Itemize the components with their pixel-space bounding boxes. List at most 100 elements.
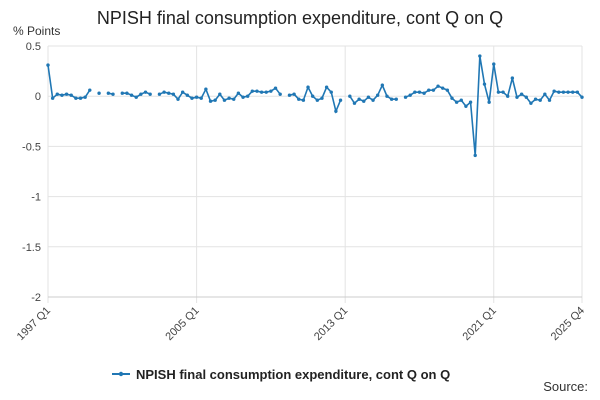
data-point bbox=[213, 98, 217, 102]
data-point bbox=[185, 93, 190, 97]
data-point bbox=[232, 97, 236, 101]
x-axis: 1997 Q1 2005 Q1 2013 Q1 2021 Q1 2025 Q4 bbox=[15, 296, 587, 343]
data-point bbox=[431, 88, 436, 92]
data-point bbox=[394, 97, 398, 101]
data-point bbox=[148, 92, 152, 96]
data-point bbox=[348, 94, 352, 98]
chart-title: NPISH final consumption expenditure, con… bbox=[96, 8, 504, 28]
data-point bbox=[501, 90, 505, 94]
data-point bbox=[478, 54, 482, 58]
data-point bbox=[190, 96, 194, 100]
x-tick-label: 2005 Q1 bbox=[163, 305, 201, 343]
data-point bbox=[167, 91, 171, 95]
data-point bbox=[60, 93, 64, 97]
legend-entry[interactable]: NPISH final consumption expenditure, con… bbox=[136, 367, 450, 382]
data-point bbox=[204, 87, 208, 91]
x-tick-label: 2013 Q1 bbox=[312, 305, 350, 343]
data-point bbox=[338, 98, 343, 102]
data-point bbox=[301, 98, 306, 102]
x-tick-label: 2025 Q4 bbox=[549, 305, 587, 343]
data-point bbox=[180, 90, 185, 94]
data-point bbox=[329, 90, 333, 94]
data-point bbox=[487, 100, 491, 104]
data-point bbox=[403, 95, 408, 99]
data-point bbox=[88, 88, 92, 92]
data-point bbox=[510, 76, 515, 80]
data-point bbox=[334, 109, 338, 113]
data-point bbox=[292, 92, 296, 96]
data-point bbox=[264, 90, 268, 94]
data-point bbox=[97, 91, 101, 95]
data-point bbox=[106, 91, 111, 95]
data-point bbox=[496, 90, 501, 94]
data-point bbox=[454, 100, 459, 104]
data-point bbox=[422, 91, 426, 95]
data-point bbox=[371, 98, 375, 102]
data-point bbox=[506, 94, 510, 98]
data-point bbox=[515, 95, 519, 99]
data-point bbox=[125, 91, 129, 95]
data-point bbox=[320, 96, 324, 100]
data-point bbox=[64, 92, 69, 96]
data-point bbox=[139, 92, 143, 96]
data-point bbox=[450, 96, 454, 100]
data-point bbox=[445, 88, 450, 92]
data-point bbox=[50, 96, 55, 100]
data-point bbox=[575, 90, 580, 94]
data-point bbox=[143, 90, 148, 94]
data-point bbox=[408, 93, 412, 97]
data-point bbox=[74, 96, 78, 100]
data-point bbox=[375, 93, 380, 97]
y-tick-label: -0.5 bbox=[22, 141, 41, 153]
legend[interactable]: NPISH final consumption expenditure, con… bbox=[112, 367, 450, 382]
data-point bbox=[482, 82, 487, 86]
y-axis: 0.5 0 -0.5 -1 -1.5 -2 bbox=[22, 41, 41, 304]
data-point bbox=[427, 88, 431, 92]
data-point bbox=[310, 94, 315, 98]
data-point bbox=[171, 92, 176, 96]
data-point bbox=[436, 84, 440, 88]
y-axis-unit-label: % Points bbox=[13, 24, 61, 38]
data-point bbox=[162, 90, 166, 94]
data-point bbox=[380, 83, 385, 87]
data-point bbox=[315, 98, 320, 102]
source-label: Source: bbox=[543, 379, 588, 394]
legend-marker bbox=[118, 371, 124, 377]
data-point bbox=[366, 95, 371, 99]
data-point bbox=[468, 100, 473, 104]
data-point bbox=[385, 94, 389, 98]
data-point bbox=[524, 95, 528, 99]
data-point bbox=[111, 92, 115, 96]
data-point bbox=[357, 97, 361, 101]
data-point bbox=[222, 98, 227, 102]
data-point bbox=[297, 97, 301, 101]
data-point bbox=[236, 91, 241, 95]
data-point bbox=[157, 92, 162, 96]
data-point bbox=[571, 90, 575, 94]
data-point bbox=[46, 63, 50, 67]
y-tick-label: -1 bbox=[31, 192, 41, 204]
data-point bbox=[134, 95, 138, 99]
series-line bbox=[47, 55, 583, 156]
data-point bbox=[278, 92, 282, 96]
data-point bbox=[561, 90, 566, 94]
data-point bbox=[55, 92, 59, 96]
data-point bbox=[459, 98, 463, 102]
data-point bbox=[287, 93, 292, 97]
data-point bbox=[129, 93, 134, 97]
data-point bbox=[241, 95, 245, 99]
y-tick-label: 0 bbox=[35, 91, 41, 103]
data-point bbox=[259, 90, 264, 94]
data-point bbox=[269, 89, 273, 93]
data-point bbox=[245, 94, 250, 98]
data-series bbox=[46, 54, 584, 158]
x-tick-label: 1997 Q1 bbox=[15, 305, 53, 343]
data-point bbox=[473, 153, 477, 158]
data-point bbox=[492, 62, 496, 66]
data-point bbox=[78, 96, 83, 100]
data-point bbox=[324, 85, 329, 89]
data-point bbox=[199, 96, 203, 100]
data-point bbox=[176, 97, 180, 101]
data-point bbox=[250, 89, 255, 93]
